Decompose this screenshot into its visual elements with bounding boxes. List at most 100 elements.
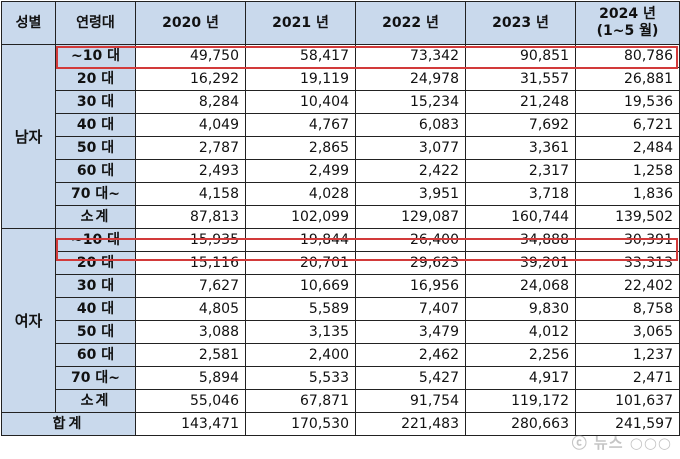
value-cell: 26,881 xyxy=(575,67,680,91)
table-row: 30 대 8,284 10,404 15,234 21,248 19,536 xyxy=(2,90,680,114)
age-group-cell: 60 대 xyxy=(55,343,136,367)
value-cell: 4,805 xyxy=(135,297,246,321)
subtotal-value-cell: 101,637 xyxy=(575,389,680,413)
header-year-2021: 2021 년 xyxy=(245,1,356,45)
value-cell: 30,391 xyxy=(575,228,680,252)
table-row: 여자 ~10 대 15,935 19,844 26,400 34,888 30,391 xyxy=(1,228,680,413)
value-cell: 2,484 xyxy=(575,136,680,160)
value-cell: 15,234 xyxy=(355,90,466,114)
value-cell: 19,536 xyxy=(575,90,680,114)
value-cell: 2,422 xyxy=(355,159,466,183)
value-cell: 3,361 xyxy=(465,136,576,160)
value-cell: 2,499 xyxy=(245,159,356,183)
header-year-2024-line2: (1~5 월) xyxy=(596,23,659,39)
total-value-cell: 241,597 xyxy=(575,412,680,436)
subtotal-row: 소계 87,813 102,099 129,087 160,744 139,502 xyxy=(2,205,680,229)
value-cell: 5,589 xyxy=(245,297,356,321)
value-cell: 3,077 xyxy=(355,136,466,160)
age-group-cell: 30 대 xyxy=(55,90,136,114)
value-cell: 73,342 xyxy=(355,44,466,68)
value-cell: 9,830 xyxy=(465,297,576,321)
value-cell: 2,400 xyxy=(245,343,356,367)
value-cell: 3,135 xyxy=(245,320,356,344)
value-cell: 15,116 xyxy=(135,251,246,275)
age-group-cell: ~10 대 xyxy=(55,228,136,252)
subtotal-value-cell: 87,813 xyxy=(135,205,246,229)
table-row: 50 대 3,088 3,135 3,479 4,012 3,065 xyxy=(2,320,680,344)
value-cell: 19,119 xyxy=(245,67,356,91)
subtotal-label: 소계 xyxy=(55,389,136,413)
value-cell: 3,088 xyxy=(135,320,246,344)
gender-cell: 남자 xyxy=(1,44,56,229)
total-label: 합계 xyxy=(1,412,136,436)
value-cell: 16,292 xyxy=(135,67,246,91)
statistics-table: 성별 연령대 2020 년 2021 년 2022 년 2023 년 2024 … xyxy=(1,1,680,436)
age-group-cell: 70 대~ xyxy=(55,366,136,390)
subtotal-value-cell: 139,502 xyxy=(575,205,680,229)
age-group-cell: 60 대 xyxy=(55,159,136,183)
value-cell: 8,758 xyxy=(575,297,680,321)
table-row: 70 대~ 5,894 5,533 5,427 4,917 2,471 xyxy=(2,366,680,390)
value-cell: 2,787 xyxy=(135,136,246,160)
subtotal-label: 소계 xyxy=(55,205,136,229)
table-row: 60 대 2,581 2,400 2,462 2,256 1,237 xyxy=(2,343,680,367)
subtotal-value-cell: 67,871 xyxy=(245,389,356,413)
age-group-cell: 40 대 xyxy=(55,297,136,321)
table-row: 30 대 7,627 10,669 16,956 24,068 22,402 xyxy=(2,274,680,298)
value-cell: 2,493 xyxy=(135,159,246,183)
total-value-cell: 143,471 xyxy=(135,412,246,436)
subtotal-row: 소계 55,046 67,871 91,754 119,172 101,637 xyxy=(2,389,680,413)
table-row: 50 대 2,787 2,865 3,077 3,361 2,484 xyxy=(2,136,680,160)
value-cell: 2,256 xyxy=(465,343,576,367)
value-cell: 4,012 xyxy=(465,320,576,344)
value-cell: 7,692 xyxy=(465,113,576,137)
value-cell: 2,462 xyxy=(355,343,466,367)
value-cell: 2,471 xyxy=(575,366,680,390)
subtotal-value-cell: 102,099 xyxy=(245,205,356,229)
age-group-cell: 50 대 xyxy=(55,320,136,344)
value-cell: 7,627 xyxy=(135,274,246,298)
value-cell: 3,065 xyxy=(575,320,680,344)
table-row: 20 대 16,292 19,119 24,978 31,557 26,881 xyxy=(2,67,680,91)
total-value-cell: 221,483 xyxy=(355,412,466,436)
value-cell: 3,951 xyxy=(355,182,466,206)
header-year-2023: 2023 년 xyxy=(465,1,576,45)
total-value-cell: 280,663 xyxy=(465,412,576,436)
subtotal-value-cell: 160,744 xyxy=(465,205,576,229)
value-cell: 2,581 xyxy=(135,343,246,367)
age-group-cell: 20 대 xyxy=(55,67,136,91)
header-year-2022: 2022 년 xyxy=(355,1,466,45)
value-cell: 33,313 xyxy=(575,251,680,275)
table-row: 40 대 4,805 5,589 7,407 9,830 8,758 xyxy=(2,297,680,321)
value-cell: 2,317 xyxy=(465,159,576,183)
value-cell: 3,718 xyxy=(465,182,576,206)
value-cell: 5,533 xyxy=(245,366,356,390)
header-gender: 성별 xyxy=(1,1,56,45)
value-cell: 31,557 xyxy=(465,67,576,91)
value-cell: 8,284 xyxy=(135,90,246,114)
value-cell: 7,407 xyxy=(355,297,466,321)
age-group-cell: ~10 대 xyxy=(55,44,136,68)
header-year-2020: 2020 년 xyxy=(135,1,246,45)
gender-cell: 여자 xyxy=(1,228,56,413)
value-cell: 16,956 xyxy=(355,274,466,298)
table-row: 60 대 2,493 2,499 2,422 2,317 1,258 xyxy=(2,159,680,183)
value-cell: 24,978 xyxy=(355,67,466,91)
subtotal-value-cell: 55,046 xyxy=(135,389,246,413)
value-cell: 24,068 xyxy=(465,274,576,298)
value-cell: 21,248 xyxy=(465,90,576,114)
table-row: 40 대 4,049 4,767 6,083 7,692 6,721 xyxy=(2,113,680,137)
subtotal-value-cell: 119,172 xyxy=(465,389,576,413)
value-cell: 39,201 xyxy=(465,251,576,275)
watermark-logo: ⓒ 뉴스 ○○○ xyxy=(571,434,672,452)
value-cell: 58,417 xyxy=(245,44,356,68)
table-row: 20 대 15,116 20,701 29,623 39,201 33,313 xyxy=(2,251,680,275)
value-cell: 10,404 xyxy=(245,90,356,114)
value-cell: 1,258 xyxy=(575,159,680,183)
subtotal-value-cell: 129,087 xyxy=(355,205,466,229)
value-cell: 34,888 xyxy=(465,228,576,252)
total-row: 합계 143,471 170,530 221,483 280,663 241,597 xyxy=(1,412,680,436)
value-cell: 22,402 xyxy=(575,274,680,298)
value-cell: 1,237 xyxy=(575,343,680,367)
total-value-cell: 170,530 xyxy=(245,412,356,436)
